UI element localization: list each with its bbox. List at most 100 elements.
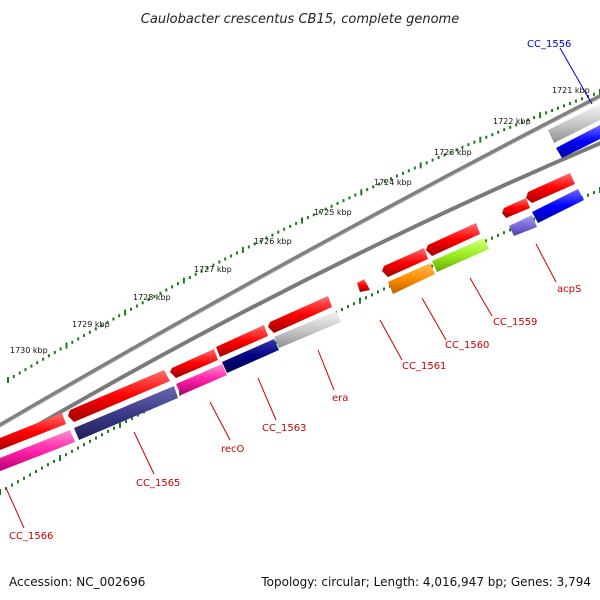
gene-label-cc1559: CC_1559 (493, 317, 537, 328)
ruler-minor-tick (347, 305, 349, 309)
ruler-minor-tick (353, 302, 355, 306)
gene-cc1560-fwd (382, 248, 428, 277)
gene-acps-fwd (502, 198, 530, 218)
ruler-minor-tick (395, 174, 398, 178)
ruler-minor-tick (95, 436, 97, 440)
ruler-minor-tick (107, 429, 109, 433)
ruler-minor-tick (53, 459, 55, 463)
ruler-minor-tick (89, 439, 91, 443)
gene-track-category (0, 189, 584, 472)
ruler-major-tick (241, 246, 244, 253)
ruler-minor-tick (113, 426, 115, 430)
ruler-minor-tick (312, 213, 315, 217)
ruler-minor-tick (324, 207, 327, 211)
genome-backbone (0, 93, 600, 428)
ruler-minor-tick (141, 301, 144, 305)
ruler-minor-tick (521, 120, 524, 124)
accession-text: Accession: NC_002696 (9, 575, 145, 589)
ruler-minor-tick (106, 320, 109, 324)
ruler-minor-tick (443, 153, 446, 157)
ruler-minor-tick (437, 156, 440, 159)
ruler-minor-tick (65, 453, 67, 457)
gene-cc1556-fwd (548, 104, 600, 143)
leader-cc1563 (257, 377, 277, 421)
ruler-minor-tick (77, 446, 79, 450)
ruler-minor-tick (497, 233, 499, 237)
ruler-minor-tick (401, 171, 404, 175)
ruler-minor-tick (366, 188, 369, 192)
ruler-minor-tick (306, 216, 309, 220)
cat-cc1565 (74, 386, 178, 440)
ruler-minor-tick (125, 420, 127, 424)
cat-reco (176, 364, 227, 395)
ruler-minor-tick (47, 463, 49, 467)
ruler-minor-tick (533, 217, 535, 221)
ruler-minor-tick (12, 375, 15, 378)
ruler-minor-tick (365, 296, 367, 300)
gene-cc1565-fwd (68, 370, 170, 422)
ruler-minor-tick (271, 233, 274, 237)
ruler-minor-tick (118, 314, 121, 318)
ruler-minor-tick (277, 230, 280, 234)
ruler-minor-tick (17, 480, 19, 484)
leader-era (317, 349, 335, 391)
leader-acps (535, 243, 557, 283)
gene-cc1566-fwd (0, 413, 66, 451)
ruler-minor-tick (236, 251, 238, 255)
cat-cc1563 (222, 339, 279, 373)
leader-cc1565 (133, 431, 155, 475)
ruler-minor-tick (467, 143, 470, 147)
ruler-minor-tick (348, 196, 351, 200)
ruler-minor-tick (563, 104, 565, 108)
ruler-minor-tick (509, 125, 512, 129)
gene-cc1563-fwd (216, 325, 268, 357)
gene-cc1561-fwd (357, 279, 370, 292)
ruler-minor-tick (265, 236, 268, 240)
ruler-minor-tick (18, 371, 21, 375)
ruler-minor-tick (42, 357, 45, 361)
ruler-minor-tick (491, 133, 494, 137)
ruler-minor-tick (587, 193, 589, 197)
ruler-minor-tick (431, 158, 434, 162)
ruler-minor-tick (372, 185, 375, 189)
ruler-minor-tick (295, 221, 298, 225)
ruler-minor-tick (485, 135, 488, 139)
ruler-minor-tick (147, 298, 150, 302)
ruler-minor-tick (35, 470, 37, 473)
ruler-minor-tick (551, 109, 554, 112)
ruler-minor-tick (88, 330, 91, 334)
ruler-minor-tick (41, 466, 43, 470)
leader-cc1561 (379, 319, 403, 361)
kbp-label-1730: 1730 kbp (10, 346, 48, 355)
outer-kbp-ruler (7, 89, 600, 383)
ruler-minor-tick (224, 257, 227, 261)
ruler-major-tick (479, 136, 482, 143)
ruler-major-tick (0, 489, 1, 495)
ruler-minor-tick (503, 231, 505, 235)
gene-labels: CC_1556 acpS CC_1559 CC_1560 CC_1561 era… (9, 39, 581, 542)
ruler-minor-tick (253, 242, 256, 246)
ruler-minor-tick (71, 340, 74, 344)
topology-text: Topology: circular; Length: 4,016,947 bp… (260, 575, 591, 589)
ruler-minor-tick (53, 350, 56, 354)
ruler-minor-tick (545, 111, 548, 115)
ruler-major-tick (301, 217, 303, 224)
kbp-label-1724: 1724 kbp (374, 178, 412, 187)
ruler-minor-tick (30, 364, 33, 368)
leader-cc1560 (421, 297, 447, 341)
ruler-minor-tick (377, 290, 379, 294)
ruler-minor-tick (461, 145, 464, 149)
ruler-minor-tick (153, 294, 156, 298)
kbp-label-1723: 1723 kbp (434, 148, 472, 157)
genome-backbone-inner (0, 141, 600, 450)
ruler-minor-tick (509, 228, 511, 232)
gene-label-cc1556: CC_1556 (527, 39, 571, 50)
ruler-minor-tick (275, 341, 277, 345)
ruler-minor-tick (171, 285, 174, 289)
kbp-labels: 1721 kbp 1722 kbp 1723 kbp 1724 kbp 1725… (10, 86, 590, 355)
ruler-minor-tick (407, 169, 410, 173)
ruler-minor-tick (212, 263, 215, 267)
ruler-minor-tick (218, 260, 221, 264)
gene-reco-fwd (170, 349, 218, 378)
gene-cc1559-fwd (426, 223, 480, 256)
